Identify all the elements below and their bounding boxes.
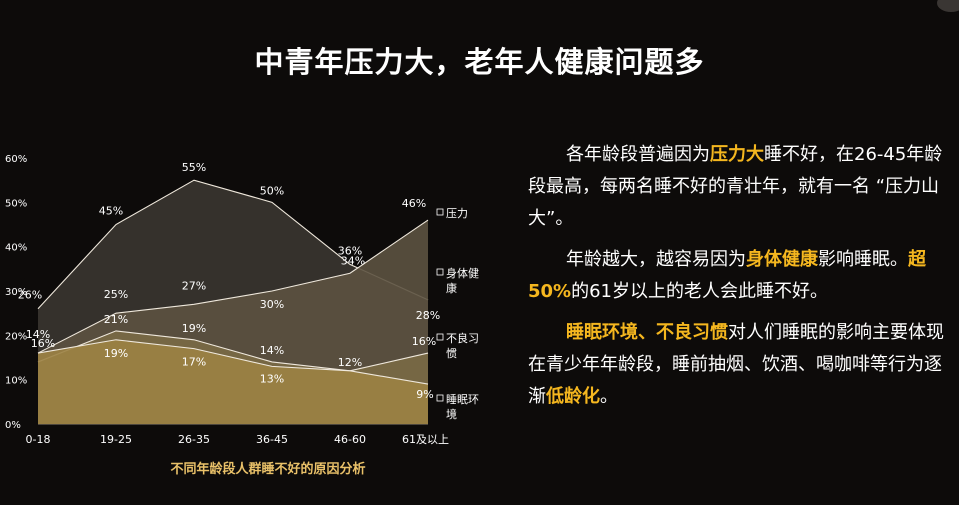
data-label: 12% [338,356,362,369]
paragraph-text: 睡不好，在26-45年龄段最高，每两名睡不好的青壮年，就有一名 “压力山大”。 [528,144,943,229]
data-label: 16% [412,335,436,348]
paragraph-habits: 睡眠环境、不良习惯对人们睡眠的影响主要体现在青少年年龄段，睡前抽烟、饮酒、喝咖啡… [528,317,953,413]
x-tick-label: 46-60 [334,433,366,446]
x-tick-label: 61及以上 [402,433,449,446]
paragraph-stress: 各年龄段普遍因为压力大睡不好，在26-45年龄段最高，每两名睡不好的青壮年，就有… [528,139,953,235]
highlight-text: 身体健康 [746,249,818,270]
series-line-1 [37,219,429,354]
data-label: 19% [104,347,128,360]
highlight-text: 超50% [528,249,926,302]
legend-marker [436,268,444,276]
series-area-3 [38,339,428,424]
data-label: 27% [182,279,206,292]
data-label: 34% [341,254,365,267]
paragraph-text: 的61岁以上的老人会此睡不好。 [571,281,828,302]
description-panel: 各年龄段普遍因为压力大睡不好，在26-45年龄段最高，每两名睡不好的青壮年，就有… [528,139,953,422]
paragraph-text: 。 [600,386,618,407]
data-label: 25% [104,288,128,301]
x-tick-label: 36-45 [256,433,288,446]
chart-caption: 不同年龄段人群睡不好的原因分析 [170,462,366,477]
legend-marker [436,333,444,341]
x-tick-label: 19-25 [100,433,132,446]
series-line-2 [37,330,429,372]
legend-label: 睡眠环境 [446,393,479,421]
data-label: 36% [338,244,362,257]
data-label: 13% [260,372,284,385]
data-label: 50% [260,184,284,197]
paragraph-health: 年龄越大，越容易因为身体健康影响睡眠。超50%的61岁以上的老人会此睡不好。 [528,244,953,308]
data-label: 45% [99,205,123,218]
page-title: 中青年压力大，老年人健康问题多 [254,45,705,80]
highlight-text: 睡眠环境、不良习惯 [566,322,728,343]
legend-marker [436,208,444,216]
data-label: 30% [260,298,284,311]
x-tick-label: 0-18 [26,433,51,446]
y-tick-label: 20% [5,331,27,342]
highlight-text: 低龄化 [546,386,600,407]
legend-marker [436,394,444,402]
y-tick-label: 60% [5,154,27,165]
data-label: 16% [31,337,55,350]
corner-indicator [937,0,959,12]
data-label: 14% [260,344,284,357]
legend-label: 身体健康 [446,266,479,295]
data-label: 26% [18,289,42,302]
data-label: 19% [182,322,206,335]
data-label: 21% [104,313,128,326]
data-label: 17% [182,356,206,369]
data-label: 9% [416,388,433,401]
data-label: 28% [416,309,440,322]
paragraph-text: 影响睡眠。 [818,249,908,270]
y-tick-label: 0% [5,420,21,431]
y-tick-label: 30% [5,287,27,298]
legend-label: 不良习惯 [446,331,479,360]
series-line-3 [37,339,429,385]
highlight-text: 压力大 [710,144,764,165]
y-tick-label: 10% [5,376,27,387]
data-label: 14% [26,328,50,341]
data-label: 55% [182,161,206,174]
area-chart: 0% 10% 20% 30% 40% 50% 60% 26% 45% 55% 50% 36% 28% 16… [5,154,479,446]
data-label: 46% [402,197,426,210]
paragraph-text: 各年龄段普遍因为 [566,144,710,165]
paragraph-text: 年龄越大，越容易因为 [566,249,746,270]
x-tick-label: 26-35 [178,433,210,446]
y-tick-label: 40% [5,243,27,254]
paragraph-text: 对人们睡眠的影响主要体现在青少年年龄段，睡前抽烟、饮酒、喝咖啡等行为逐渐 [528,322,944,407]
legend-label: 压力 [446,207,468,220]
y-tick-label: 50% [5,198,27,209]
